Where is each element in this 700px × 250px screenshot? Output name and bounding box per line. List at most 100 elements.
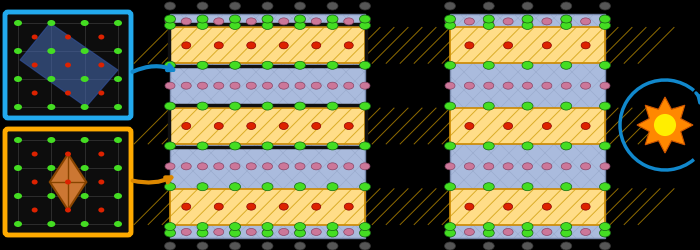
Ellipse shape bbox=[279, 122, 288, 130]
Ellipse shape bbox=[599, 15, 610, 23]
Ellipse shape bbox=[262, 222, 273, 230]
Ellipse shape bbox=[230, 2, 241, 10]
Ellipse shape bbox=[262, 102, 273, 110]
FancyBboxPatch shape bbox=[5, 12, 131, 118]
Ellipse shape bbox=[465, 42, 474, 49]
Ellipse shape bbox=[444, 2, 456, 10]
Ellipse shape bbox=[522, 228, 533, 235]
Ellipse shape bbox=[295, 61, 305, 69]
Ellipse shape bbox=[344, 18, 354, 25]
Ellipse shape bbox=[262, 142, 273, 150]
Ellipse shape bbox=[230, 22, 241, 30]
Ellipse shape bbox=[114, 20, 122, 26]
Ellipse shape bbox=[444, 15, 456, 23]
Circle shape bbox=[654, 114, 676, 136]
Ellipse shape bbox=[312, 228, 321, 235]
Ellipse shape bbox=[98, 62, 104, 68]
Ellipse shape bbox=[445, 82, 455, 89]
Ellipse shape bbox=[80, 193, 89, 199]
Ellipse shape bbox=[483, 15, 494, 23]
Ellipse shape bbox=[65, 90, 71, 96]
Ellipse shape bbox=[48, 193, 55, 199]
Ellipse shape bbox=[599, 61, 610, 69]
Ellipse shape bbox=[214, 42, 223, 49]
Bar bbox=[170, 108, 365, 144]
Ellipse shape bbox=[197, 15, 208, 23]
Ellipse shape bbox=[327, 2, 338, 10]
Ellipse shape bbox=[80, 104, 89, 110]
Ellipse shape bbox=[542, 122, 552, 130]
Ellipse shape bbox=[65, 180, 71, 184]
Ellipse shape bbox=[32, 180, 38, 184]
Ellipse shape bbox=[600, 18, 610, 25]
Ellipse shape bbox=[214, 18, 224, 25]
Ellipse shape bbox=[262, 15, 273, 23]
Ellipse shape bbox=[230, 222, 241, 230]
Ellipse shape bbox=[214, 163, 224, 170]
Ellipse shape bbox=[295, 183, 305, 191]
Ellipse shape bbox=[360, 222, 370, 230]
Ellipse shape bbox=[328, 82, 337, 89]
Ellipse shape bbox=[80, 137, 89, 143]
Ellipse shape bbox=[197, 142, 208, 150]
Ellipse shape bbox=[561, 163, 571, 170]
Ellipse shape bbox=[230, 229, 241, 237]
Ellipse shape bbox=[48, 137, 55, 143]
Ellipse shape bbox=[561, 242, 572, 250]
Ellipse shape bbox=[444, 183, 456, 191]
Ellipse shape bbox=[483, 242, 494, 250]
Ellipse shape bbox=[542, 42, 552, 49]
Ellipse shape bbox=[246, 18, 256, 25]
Ellipse shape bbox=[580, 163, 591, 170]
Ellipse shape bbox=[114, 165, 122, 171]
Ellipse shape bbox=[48, 76, 55, 82]
Ellipse shape bbox=[503, 203, 512, 210]
Ellipse shape bbox=[522, 82, 533, 89]
Ellipse shape bbox=[360, 15, 370, 23]
Ellipse shape bbox=[114, 104, 122, 110]
Ellipse shape bbox=[561, 61, 572, 69]
Ellipse shape bbox=[246, 228, 256, 235]
Ellipse shape bbox=[581, 203, 590, 210]
Ellipse shape bbox=[279, 82, 288, 89]
Ellipse shape bbox=[445, 163, 455, 170]
Ellipse shape bbox=[522, 222, 533, 230]
Ellipse shape bbox=[246, 163, 256, 170]
Ellipse shape bbox=[32, 34, 38, 40]
Ellipse shape bbox=[279, 203, 288, 210]
Ellipse shape bbox=[360, 61, 370, 69]
Ellipse shape bbox=[32, 152, 38, 156]
Ellipse shape bbox=[279, 228, 288, 235]
Ellipse shape bbox=[98, 90, 104, 96]
Ellipse shape bbox=[312, 163, 321, 170]
Ellipse shape bbox=[561, 222, 572, 230]
Ellipse shape bbox=[295, 228, 305, 235]
Bar bbox=[169, 105, 366, 147]
Ellipse shape bbox=[522, 22, 533, 30]
Ellipse shape bbox=[295, 18, 305, 25]
Ellipse shape bbox=[114, 137, 122, 143]
Bar bbox=[450, 14, 605, 238]
Ellipse shape bbox=[98, 208, 104, 212]
Ellipse shape bbox=[522, 242, 533, 250]
Ellipse shape bbox=[182, 42, 190, 49]
Ellipse shape bbox=[599, 183, 610, 191]
Ellipse shape bbox=[522, 142, 533, 150]
Ellipse shape bbox=[503, 122, 512, 130]
Ellipse shape bbox=[360, 22, 370, 30]
Ellipse shape bbox=[14, 221, 22, 227]
Ellipse shape bbox=[230, 18, 240, 25]
Ellipse shape bbox=[344, 82, 354, 89]
Ellipse shape bbox=[312, 42, 321, 49]
Ellipse shape bbox=[164, 229, 176, 237]
Ellipse shape bbox=[197, 102, 208, 110]
Ellipse shape bbox=[328, 18, 337, 25]
Ellipse shape bbox=[114, 193, 122, 199]
Ellipse shape bbox=[599, 142, 610, 150]
Ellipse shape bbox=[561, 22, 572, 30]
Ellipse shape bbox=[279, 42, 288, 49]
Ellipse shape bbox=[197, 61, 208, 69]
Ellipse shape bbox=[80, 165, 89, 171]
Ellipse shape bbox=[580, 82, 591, 89]
Ellipse shape bbox=[444, 229, 456, 237]
